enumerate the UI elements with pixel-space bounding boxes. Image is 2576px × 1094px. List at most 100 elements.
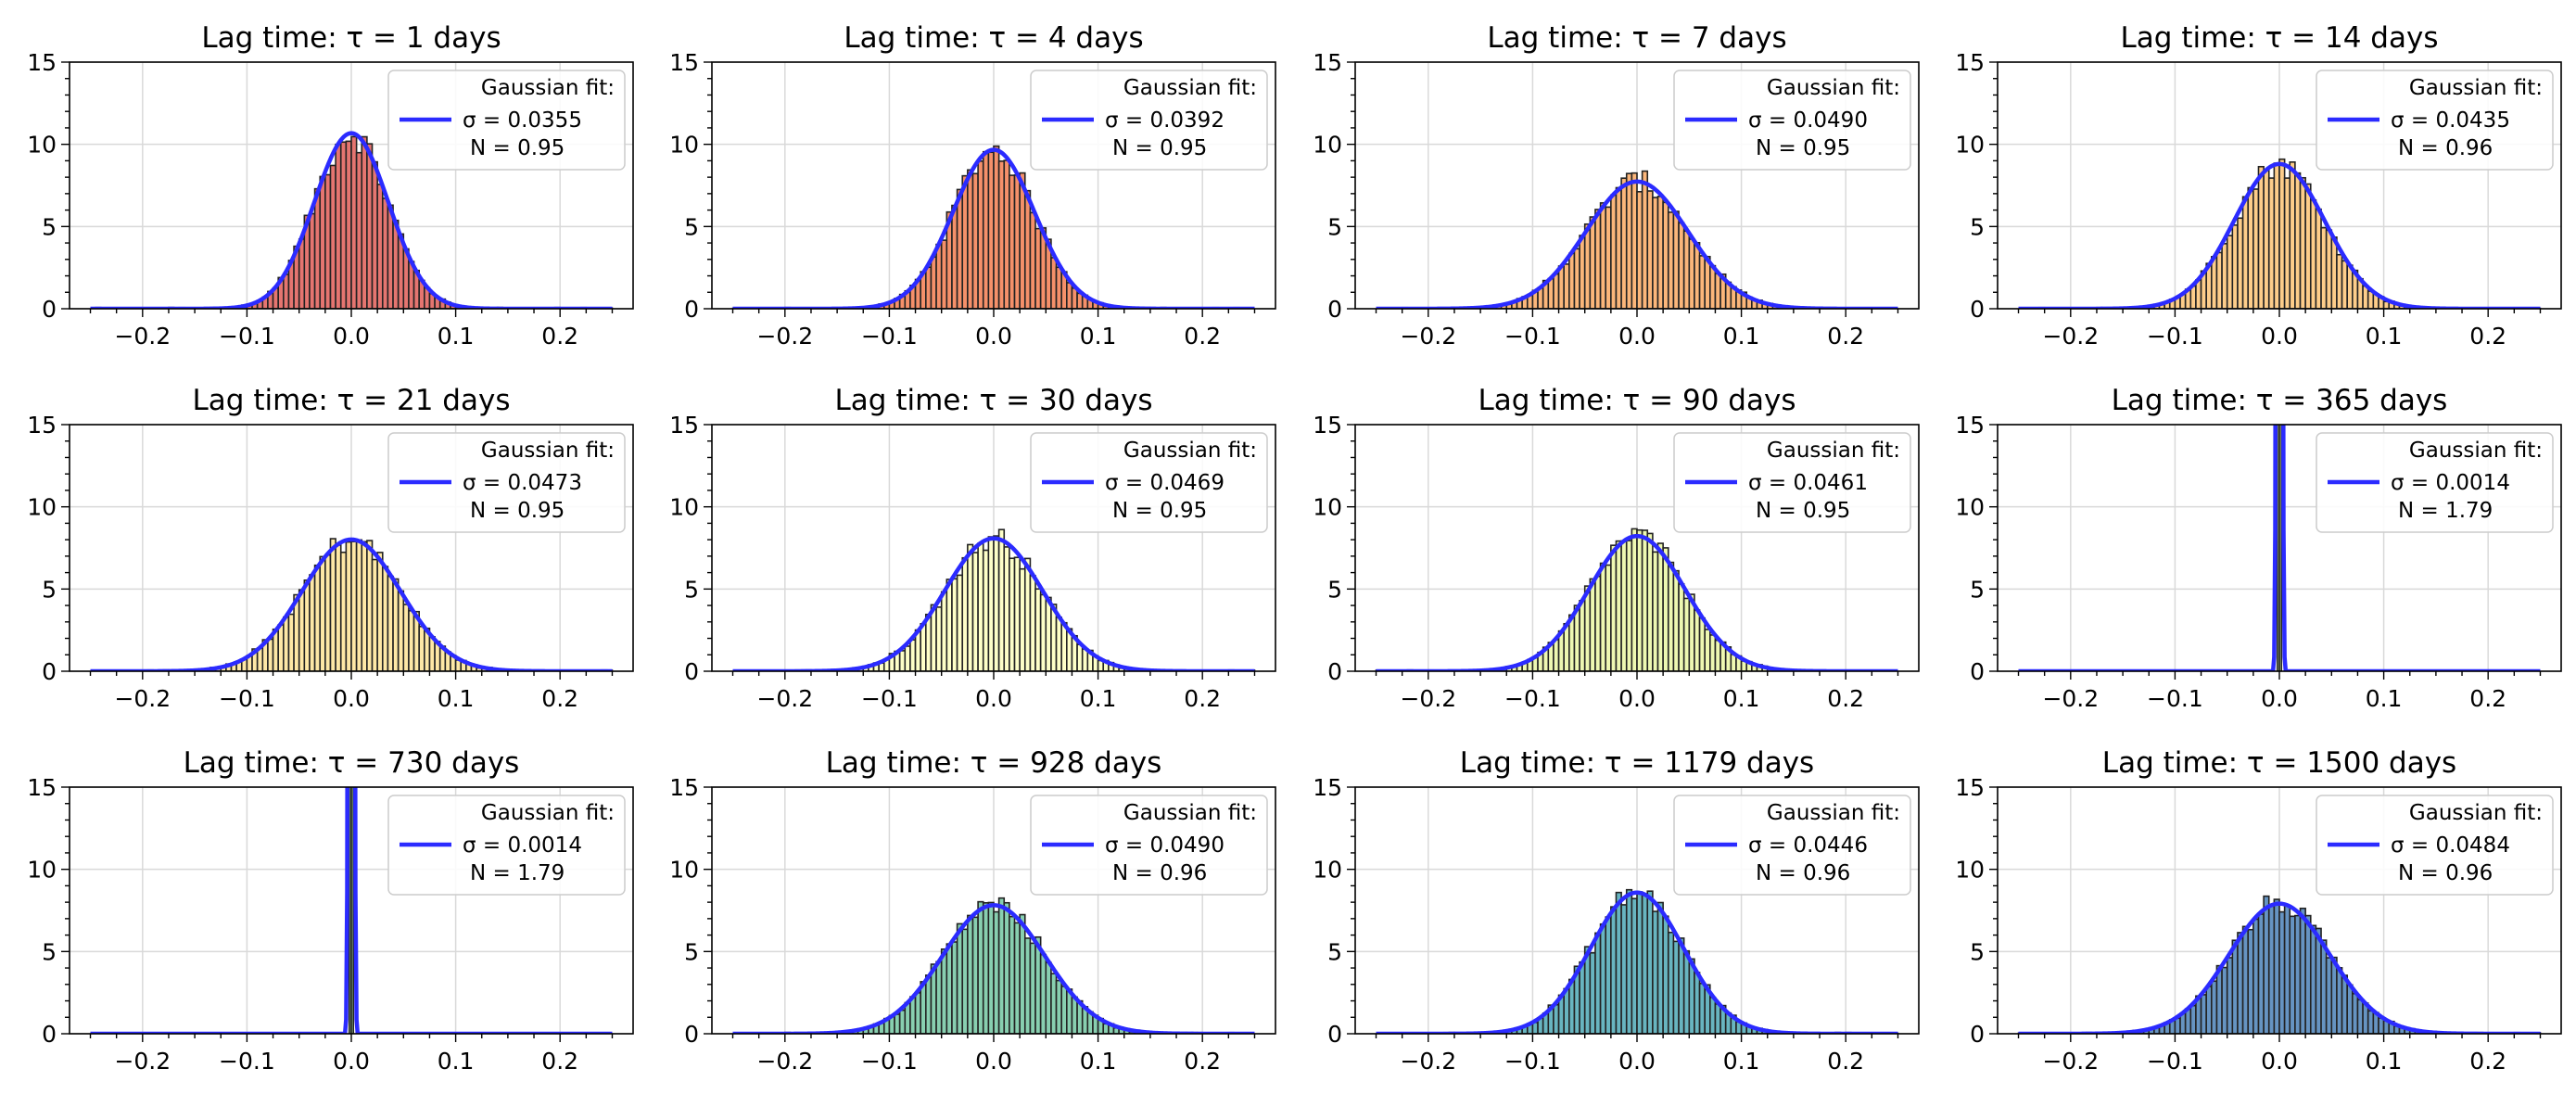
legend-header: Gaussian fit: <box>481 76 615 100</box>
histogram-bar <box>2174 1017 2181 1034</box>
histogram-bar <box>339 551 348 671</box>
histogram-bar <box>1045 596 1052 671</box>
histogram-bar <box>2283 177 2291 309</box>
plot-area <box>732 897 1255 1034</box>
histogram-bar <box>1050 257 1058 309</box>
histogram-bar <box>1034 227 1042 309</box>
legend-n: N = 0.96 <box>1112 861 1207 885</box>
legend-sigma: σ = 0.0355 <box>463 108 582 133</box>
histogram-bar <box>1029 575 1036 671</box>
histogram-bar <box>971 916 979 1034</box>
x-tick-label: 0.2 <box>1827 323 1864 350</box>
histogram-bar <box>993 145 1000 309</box>
histogram-bar <box>319 175 326 309</box>
plot-area <box>90 787 613 1034</box>
histogram-bar <box>1610 544 1618 671</box>
histogram-bar <box>1709 634 1717 671</box>
histogram-bar <box>925 974 933 1034</box>
histogram-bar <box>2252 918 2260 1034</box>
legend-frame <box>1673 795 1911 896</box>
y-tick-label: 10 <box>1955 494 1985 521</box>
histogram-bar <box>961 556 969 671</box>
histogram-bar <box>329 538 336 671</box>
legend-n: N = 0.95 <box>1112 136 1207 160</box>
histogram-bar <box>951 578 958 671</box>
histogram-bar <box>2336 253 2343 309</box>
histogram-bar <box>1678 222 1685 309</box>
histogram-bar <box>956 922 964 1034</box>
x-tick-label: −0.2 <box>114 1048 171 1075</box>
y-tick-label: 10 <box>1313 132 1342 159</box>
histogram-bar <box>1662 547 1669 671</box>
histogram-bar <box>2289 915 2296 1034</box>
histogram-bar <box>1013 174 1021 309</box>
legend: Gaussian fit: σ = 0.0461 N = 0.95 <box>1673 432 1911 533</box>
legend-header: Gaussian fit: <box>481 439 615 463</box>
histogram-bar <box>2309 198 2317 309</box>
histogram-bar <box>1071 996 1078 1034</box>
subplot-9: −0.2 −0.1 0.0 0.1 0.2 0 5 10 15 Lag time: τ = 730… <box>27 746 634 1075</box>
legend-frame <box>2316 70 2554 171</box>
histogram-bar <box>335 143 342 309</box>
histogram-bar <box>1589 578 1596 671</box>
subplot-title: Lag time: τ = 14 days <box>2121 21 2439 55</box>
histogram-bar <box>1055 617 1062 671</box>
histogram-bar <box>1579 960 1586 1034</box>
histogram-bar <box>1646 190 1654 309</box>
legend: Gaussian fit: σ = 0.0490 N = 0.95 <box>1673 70 1911 171</box>
y-tick-label: 5 <box>42 576 57 603</box>
subplot-title: Lag time: τ = 1500 days <box>2102 746 2456 780</box>
y-tick-label: 15 <box>27 49 57 76</box>
histogram-bar <box>319 555 326 671</box>
legend-header: Gaussian fit: <box>481 801 615 825</box>
legend: Gaussian fit: σ = 0.0490 N = 0.96 <box>1030 795 1268 896</box>
histogram-bar <box>2346 264 2354 309</box>
histogram-bar <box>2289 161 2296 309</box>
histogram-bar <box>997 897 1006 1034</box>
x-tick-label: 0.2 <box>1827 685 1864 712</box>
legend-sigma: σ = 0.0490 <box>1105 833 1225 858</box>
histogram-bar <box>2252 188 2260 309</box>
y-tick-label: 15 <box>669 774 699 801</box>
histogram-bar <box>961 174 969 309</box>
histogram-bar <box>1631 172 1638 309</box>
histogram-bar <box>2263 170 2270 309</box>
x-tick-label: −0.2 <box>2042 323 2099 350</box>
histogram-bar <box>392 578 400 671</box>
histogram-bar <box>1599 922 1607 1034</box>
histogram-bar <box>951 941 958 1034</box>
histogram-bar <box>894 1013 901 1034</box>
histogram-bar <box>1023 557 1032 671</box>
histogram-bar <box>1568 978 1576 1034</box>
gaussian-fit-line <box>90 131 613 309</box>
histogram-bar <box>1081 648 1089 671</box>
legend: Gaussian fit: σ = 0.0484 N = 0.96 <box>2316 795 2554 896</box>
legend-n: N = 1.79 <box>470 861 565 885</box>
histogram-bar <box>2237 217 2244 309</box>
y-tick-label: 0 <box>1970 296 1985 323</box>
subplot-title: Lag time: τ = 928 days <box>826 746 1162 780</box>
legend-header: Gaussian fit: <box>1123 801 1257 825</box>
histogram-bar <box>366 143 374 309</box>
x-tick-label: 0.0 <box>2261 323 2298 350</box>
legend-frame <box>387 432 626 533</box>
x-tick-label: −0.2 <box>756 685 813 712</box>
histogram-bar <box>350 787 355 1034</box>
x-tick-label: 0.2 <box>1184 323 1221 350</box>
x-tick-label: 0.0 <box>333 323 370 350</box>
histogram-bar <box>1605 206 1612 309</box>
y-tick-label: 5 <box>42 213 57 240</box>
histogram-bar <box>982 549 990 671</box>
histogram-bar <box>2367 1010 2375 1034</box>
histogram-bar <box>945 579 953 671</box>
histogram-bar <box>1698 982 1706 1034</box>
histogram-bar <box>1694 972 1701 1034</box>
y-tick-label: 5 <box>684 213 699 240</box>
legend-n: N = 0.95 <box>1112 499 1207 523</box>
legend-n: N = 0.95 <box>1756 136 1850 160</box>
y-tick-label: 5 <box>1327 938 1342 965</box>
x-tick-label: −0.1 <box>1504 685 1561 712</box>
y-tick-label: 10 <box>27 494 57 521</box>
histogram-bar <box>935 606 943 671</box>
histogram-bar <box>1599 562 1607 671</box>
